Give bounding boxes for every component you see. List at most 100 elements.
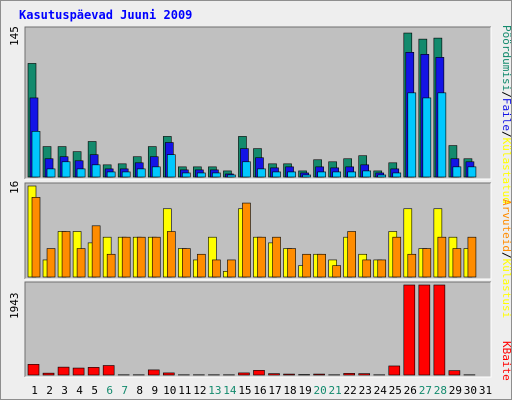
bar-pages [77,169,85,177]
bar-pages [288,172,296,177]
x-tick-label: 13 [208,384,221,397]
bar-hosts [348,232,356,278]
legend-visits: Külastusi [500,259,511,319]
bar-pages [363,171,371,177]
bar-kbytes [404,285,415,375]
bar-pages [273,172,281,177]
bar-kbytes [359,374,370,375]
x-tick-label: 11 [178,384,191,397]
x-tick-label: 21 [329,384,342,397]
legend-top: Pöördumisi/Faile/Külastatud [500,25,511,204]
bar-pages [303,175,311,177]
bar-pages [197,173,205,177]
legend-hosts: Arvuteid [500,199,511,252]
bar-hosts [122,237,130,277]
bar-hosts [107,254,115,277]
bar-kbytes [148,370,159,375]
bar-hosts [47,249,55,277]
x-tick-label: 18 [283,384,296,397]
bar-hosts [77,249,85,277]
bar-hosts [273,237,281,277]
x-tick-label: 30 [464,384,477,397]
bar-kbytes [314,374,325,375]
bar-hosts [212,260,220,277]
x-tick-label: 22 [344,384,357,397]
bar-kbytes [88,367,99,375]
top-max-label: 145 [8,26,21,46]
legend-files: Faile [500,98,511,131]
bar-pages [348,172,356,177]
x-tick-label: 2 [46,384,53,397]
x-tick-label: 27 [419,384,432,397]
x-tick-label: 4 [76,384,83,397]
legend-kbytes: KBaite [500,341,511,381]
middle-max-label: 16 [8,181,21,194]
bar-pages [122,172,130,177]
bar-kbytes [163,373,174,375]
bar-hosts [92,226,100,277]
bar-hosts [468,237,476,277]
x-tick-label: 8 [136,384,143,397]
bar-hosts [363,260,371,277]
bar-hosts [333,266,341,277]
bar-pages [453,167,461,177]
bar-hosts [393,237,401,277]
bar-pages [423,98,431,177]
bar-hosts [197,254,205,277]
bar-kbytes [103,366,114,375]
bar-pages [468,167,476,177]
chart-title: Kasutuspäevad Juuni 2009 [19,8,192,22]
bar-hosts [378,260,386,277]
x-tick-label: 28 [434,384,447,397]
bar-pages [212,173,220,177]
x-tick-label: 17 [268,384,281,397]
x-tick-label: 15 [238,384,251,397]
bar-kbytes [253,370,264,375]
bar-kbytes [284,374,295,375]
bar-pages [152,167,160,177]
bar-pages [92,165,100,177]
x-tick-label: 23 [359,384,372,397]
bar-pages [62,162,70,177]
x-tick-label: 7 [121,384,128,397]
bar-pages [333,172,341,177]
bar-hosts [32,197,40,277]
bar-kbytes [58,367,69,375]
x-tick-label: 10 [163,384,176,397]
panel-hits-files-visits [25,27,491,179]
x-tick-label: 12 [193,384,206,397]
bar-hosts [408,254,416,277]
bar-hosts [453,249,461,277]
bar-hosts [257,237,265,277]
bar-kbytes [269,374,280,375]
x-tick-label: 16 [253,384,266,397]
bar-pages [393,173,401,177]
bar-kbytes [43,373,54,375]
bar-hosts [137,237,145,277]
x-tick-label: 19 [298,384,311,397]
x-tick-label: 14 [223,384,237,397]
bar-kbytes [344,373,355,375]
legend-pages: Külastatud [500,138,511,204]
bar-hosts [438,237,446,277]
bar-kbytes [389,366,400,375]
x-tick-label: 5 [91,384,98,397]
bar-pages [107,172,115,177]
x-tick-label: 1 [31,384,38,397]
x-tick-label: 20 [313,384,326,397]
bar-pages [137,169,145,177]
bar-pages [318,172,326,177]
bar-kbytes [419,285,430,375]
bar-pages [257,169,265,177]
bar-hosts [182,249,190,277]
bar-pages [242,162,250,177]
panel-visits-hosts [25,183,491,279]
bar-pages [227,175,235,177]
bar-hosts [423,249,431,277]
bar-kbytes [73,368,84,375]
x-tick-label: 9 [151,384,158,397]
x-tick-label: 29 [449,384,462,397]
